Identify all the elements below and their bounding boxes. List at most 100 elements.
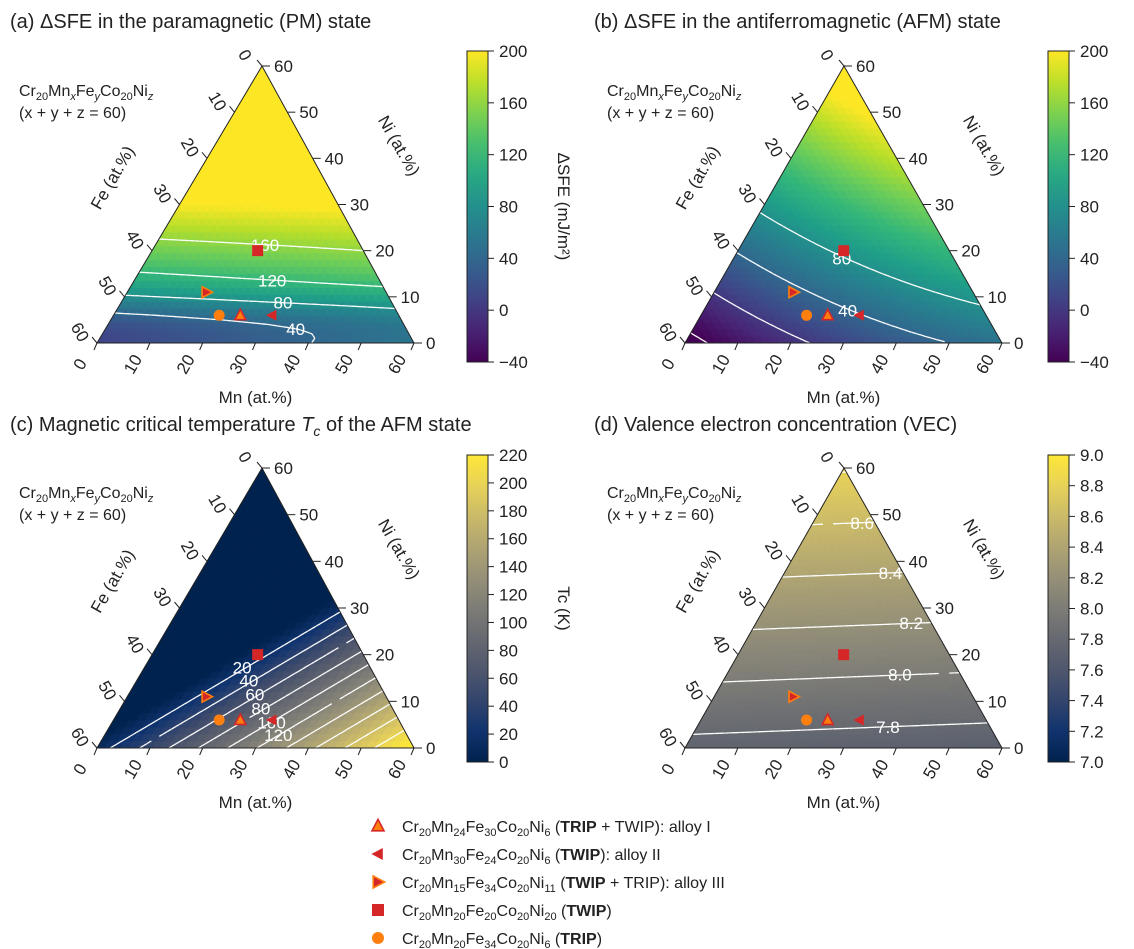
contour-segment <box>926 336 931 339</box>
formula-element: Fe <box>76 83 95 100</box>
contour-segment <box>779 276 781 279</box>
contour-segment <box>733 304 737 307</box>
contour-segment <box>823 247 828 251</box>
contour-segment <box>767 216 770 219</box>
contour-label: 40 <box>838 302 857 321</box>
alloy-formula: Cr20MnxFeyCo20Niz <box>19 83 154 103</box>
marker-triangle-right <box>201 285 215 300</box>
contour-segment <box>221 319 227 322</box>
mn-tick <box>734 342 739 351</box>
panel-b: (b) ΔSFE in the antiferromagnetic (AFM) … <box>594 11 1109 407</box>
contour-segment <box>812 241 817 245</box>
contour-segment <box>883 273 888 277</box>
mn-tick-label: 10 <box>120 351 146 377</box>
contour-segment <box>834 302 838 306</box>
contour-segment <box>290 327 296 330</box>
contour-fill <box>685 66 1002 343</box>
contour-segment <box>875 319 878 322</box>
ni-axis-label: Ni (at.%) <box>959 112 1009 179</box>
mn-tick-label: 0 <box>70 355 91 373</box>
contour-segment <box>908 330 912 333</box>
contour-segment <box>881 321 886 325</box>
contour-segment <box>763 214 767 217</box>
colorbar-tick-label: 160 <box>1080 94 1108 113</box>
contour-segment <box>738 307 742 310</box>
contour-segment <box>737 306 740 309</box>
contour-segment <box>745 310 747 313</box>
contour-segment <box>861 264 864 267</box>
contour-segment <box>931 290 936 293</box>
contour-segment <box>741 308 745 312</box>
contour-segment <box>837 304 839 306</box>
contour-segment <box>855 262 858 265</box>
contour-segment <box>714 292 719 296</box>
contour-segment <box>717 294 721 298</box>
contour-segment <box>799 234 803 238</box>
contour-segment <box>788 281 791 284</box>
contour-segment <box>765 215 769 218</box>
contour-segment <box>756 263 761 268</box>
contour-segment <box>853 261 857 264</box>
colorbar-tick-label: 160 <box>499 94 527 113</box>
contour-segment <box>702 339 706 343</box>
contour-segment <box>777 327 781 330</box>
ni-tick-label: 0 <box>1014 334 1023 353</box>
contour-segment <box>950 296 955 299</box>
mn-tick-label: 50 <box>331 351 357 377</box>
contour-segment <box>886 323 889 326</box>
contour-segment <box>838 304 841 307</box>
mn-tick <box>252 342 256 351</box>
contour-segment <box>787 228 790 231</box>
contour-segment <box>912 331 917 335</box>
contour-segment <box>929 289 932 292</box>
colorbar-tick-label: 120 <box>1080 146 1108 165</box>
fe-tick <box>256 59 263 67</box>
panel-title: (c) Magnetic critical temperature Tc of … <box>10 414 472 439</box>
contour-segment <box>923 287 928 291</box>
colorbar-tick-label: 40 <box>499 249 518 268</box>
contour-segment <box>936 338 941 342</box>
fe-tick-label: 60 <box>67 319 93 345</box>
fe-tick <box>732 244 739 251</box>
contour-segment <box>792 283 795 286</box>
contour-segment <box>721 297 724 299</box>
marker-triangle-left <box>853 309 864 321</box>
formula-element: Co <box>100 83 121 100</box>
contour-segment <box>744 256 749 261</box>
mn-tick-label: 20 <box>173 351 199 377</box>
mn-tick <box>840 342 844 351</box>
mn-tick <box>93 342 98 351</box>
contour-segment <box>794 284 798 287</box>
contour-segment <box>921 334 925 337</box>
contour-segment <box>923 335 927 338</box>
contour-segment <box>817 295 820 298</box>
fill-cell <box>839 66 849 74</box>
mn-tick <box>681 342 686 351</box>
fe-tick <box>229 105 235 113</box>
contour-segment <box>891 276 895 280</box>
fe-axis-label: Fe (at.%) <box>672 143 723 213</box>
contour-segment <box>736 252 741 256</box>
contour-segment <box>698 337 701 339</box>
contour-segment <box>955 297 959 300</box>
formula-subscript: y <box>682 91 690 103</box>
panel-a: (a) ΔSFE in the paramagnetic (PM) state1… <box>10 11 573 407</box>
colorbar-tick-label: 120 <box>499 146 527 165</box>
contour-segment <box>827 249 830 252</box>
contour-segment <box>776 222 780 225</box>
contour-segment <box>753 315 758 319</box>
alloy-formula: Cr20MnxFeyCo20Niz <box>607 83 742 103</box>
contour-segment <box>862 265 867 268</box>
panel-title: (b) ΔSFE in the antiferromagnetic (AFM) … <box>594 11 1001 33</box>
contour-segment <box>746 311 750 315</box>
fe-tick <box>174 198 180 205</box>
contour-segment <box>967 301 973 304</box>
contour-segment <box>729 301 732 304</box>
contour-segment <box>781 277 785 281</box>
contour-segment <box>823 298 827 301</box>
colorbar-tick-label: −40 <box>499 353 528 372</box>
mn-tick-label: 30 <box>814 351 840 377</box>
colorbar-tick-label: −40 <box>1080 353 1109 372</box>
contour-segment <box>735 305 738 308</box>
contour-segment <box>796 233 800 236</box>
